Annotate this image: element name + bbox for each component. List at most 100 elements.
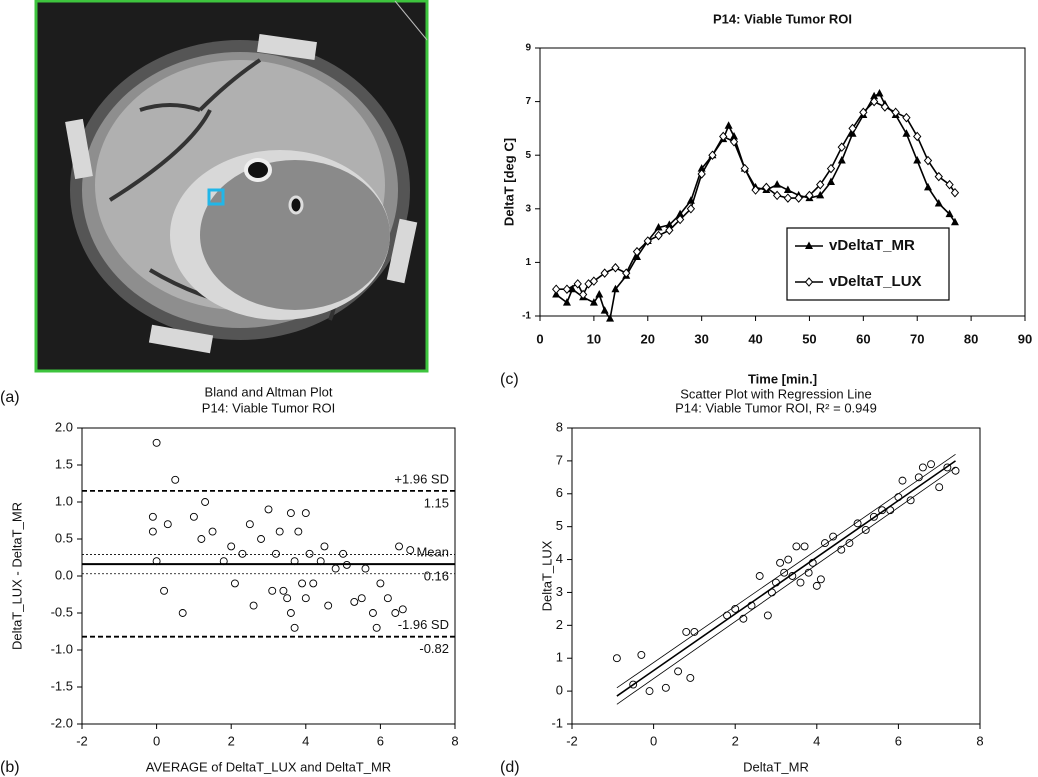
x-tick-label: 10	[587, 331, 601, 346]
data-point	[891, 107, 900, 118]
y-tick-label: 3	[556, 584, 563, 599]
data-point	[675, 214, 685, 225]
data-point	[249, 601, 258, 610]
data-point	[665, 225, 674, 235]
data-point	[163, 520, 172, 529]
data-point	[951, 466, 960, 475]
data-point	[342, 560, 351, 569]
fiducial	[386, 218, 418, 284]
x-tick-label: 20	[641, 331, 655, 346]
series-line	[556, 100, 956, 297]
y-tick-label: 8	[556, 419, 563, 434]
data-point	[945, 179, 954, 190]
data-point	[643, 236, 652, 246]
data-point	[837, 142, 846, 152]
y-tick-label: 5	[556, 518, 563, 533]
data-point	[776, 558, 785, 567]
data-point	[729, 137, 739, 147]
data-point	[816, 190, 825, 199]
data-point	[661, 683, 670, 692]
data-point	[324, 601, 333, 610]
data-point	[286, 609, 295, 617]
y-tick-label: 0.5	[55, 530, 73, 545]
vessel	[288, 195, 304, 215]
y-tick-label: 0.0	[55, 567, 73, 582]
data-point	[305, 549, 314, 558]
legend-marker	[805, 241, 813, 249]
data-point	[816, 179, 825, 190]
fiducial	[65, 118, 93, 180]
legend-marker	[804, 277, 814, 287]
image-artifact	[394, 0, 428, 41]
data-point	[197, 535, 206, 543]
data-point	[637, 650, 646, 659]
data-point	[552, 284, 561, 294]
data-point	[772, 190, 782, 201]
y-tick-label: 7	[556, 452, 563, 467]
data-point	[763, 611, 772, 620]
x-axis-label: Time [min.]	[748, 371, 817, 386]
y-tick-label: 3	[525, 203, 531, 214]
data-point	[751, 185, 760, 195]
reference-label: Mean	[416, 545, 449, 560]
data-point	[573, 279, 582, 289]
data-point	[690, 627, 699, 636]
data-point	[201, 498, 210, 506]
data-point	[724, 121, 733, 129]
data-point	[861, 526, 870, 534]
data-point	[800, 542, 809, 551]
x-tick-label: 4	[302, 733, 309, 748]
x-tick-label: -2	[76, 733, 88, 748]
data-point	[372, 623, 381, 632]
data-point	[924, 182, 932, 191]
panel-label: (c)	[500, 371, 519, 388]
reference-value: 1.15	[424, 495, 449, 510]
data-point	[808, 558, 817, 567]
y-axis-label: DeltaT [deg C]	[501, 138, 516, 226]
y-tick-label: 9	[525, 43, 531, 54]
data-point	[622, 268, 631, 278]
data-point	[783, 185, 792, 194]
data-point	[845, 539, 854, 548]
data-point	[676, 209, 685, 218]
data-point	[562, 298, 571, 306]
data-point	[784, 555, 793, 564]
panel-label: (d)	[500, 759, 520, 776]
data-point	[935, 483, 944, 492]
data-point	[160, 586, 169, 595]
data-point	[767, 588, 776, 597]
data-point	[578, 289, 588, 300]
phantom-seams	[108, 58, 338, 321]
data-point	[878, 506, 887, 515]
vessel	[244, 158, 272, 182]
data-point	[298, 579, 307, 588]
data-point	[383, 594, 392, 603]
data-point	[804, 568, 813, 577]
data-point	[272, 549, 280, 558]
x-tick-label: -2	[566, 733, 578, 748]
data-point	[902, 112, 911, 123]
data-point	[837, 545, 846, 554]
mri-image	[34, 0, 429, 373]
data-point	[368, 609, 377, 617]
data-point	[674, 667, 683, 676]
data-point	[589, 276, 599, 286]
data-point	[682, 627, 691, 636]
x-tick-label: 40	[748, 331, 762, 346]
data-point	[755, 572, 764, 580]
data-point	[945, 209, 954, 218]
legend-label: vDeltaT_MR	[829, 237, 915, 254]
data-point	[562, 284, 572, 294]
y-tick-label: -0.5	[51, 604, 73, 619]
data-point	[595, 290, 604, 298]
chart-title: Bland and Altman Plot	[205, 384, 333, 399]
data-point	[686, 674, 695, 682]
regression-line	[616, 460, 956, 697]
data-point	[829, 532, 838, 541]
y-tick-label: 7	[525, 96, 531, 107]
tissue	[200, 160, 390, 310]
data-point	[611, 284, 620, 293]
data-point	[152, 557, 161, 566]
data-point	[898, 476, 907, 485]
roi-marker	[207, 188, 225, 206]
